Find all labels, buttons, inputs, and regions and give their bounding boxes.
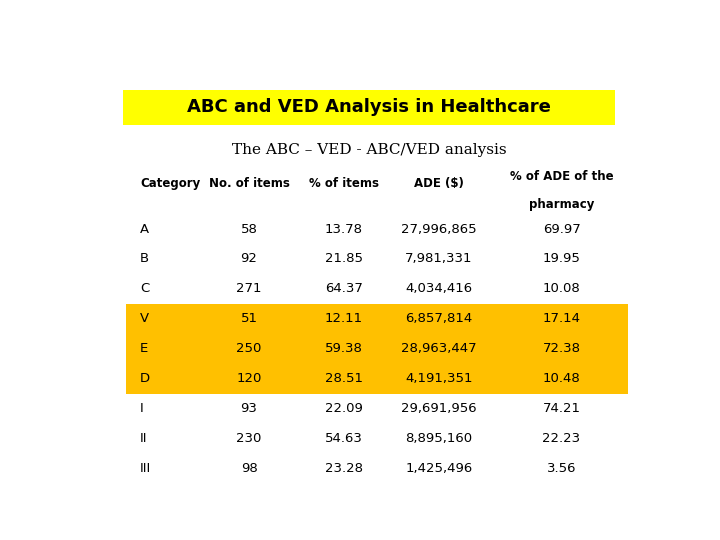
Text: A: A — [140, 222, 149, 235]
Text: 28.51: 28.51 — [325, 372, 363, 385]
Text: 72.38: 72.38 — [542, 342, 580, 355]
Text: III: III — [140, 462, 151, 475]
Text: 1,425,496: 1,425,496 — [405, 462, 472, 475]
Text: 92: 92 — [240, 253, 258, 266]
Text: 10.08: 10.08 — [543, 282, 580, 295]
Bar — [124, 90, 615, 125]
Text: 230: 230 — [236, 432, 261, 445]
Text: C: C — [140, 282, 150, 295]
Text: No. of items: No. of items — [209, 177, 289, 190]
Text: 17.14: 17.14 — [542, 312, 580, 326]
Text: The ABC – VED - ABC/VED analysis: The ABC – VED - ABC/VED analysis — [232, 143, 506, 157]
Text: 19.95: 19.95 — [543, 253, 580, 266]
Text: ADE ($): ADE ($) — [414, 177, 464, 190]
Text: 59.38: 59.38 — [325, 342, 363, 355]
Text: V: V — [140, 312, 149, 326]
Text: 8,895,160: 8,895,160 — [405, 432, 472, 445]
Text: 93: 93 — [240, 402, 258, 415]
Text: Category: Category — [140, 177, 200, 190]
Text: 13.78: 13.78 — [325, 222, 363, 235]
Bar — [126, 304, 629, 394]
Text: 21.85: 21.85 — [325, 253, 363, 266]
Text: pharmacy: pharmacy — [528, 198, 594, 211]
Text: 4,191,351: 4,191,351 — [405, 372, 472, 385]
Text: 250: 250 — [236, 342, 261, 355]
Text: 23.28: 23.28 — [325, 462, 363, 475]
Text: 22.09: 22.09 — [325, 402, 363, 415]
Text: % of items: % of items — [309, 177, 379, 190]
Text: 3.56: 3.56 — [546, 462, 576, 475]
Text: 27,996,865: 27,996,865 — [401, 222, 477, 235]
Text: 12.11: 12.11 — [325, 312, 363, 326]
Text: 51: 51 — [240, 312, 258, 326]
Text: 74.21: 74.21 — [542, 402, 580, 415]
Text: II: II — [140, 432, 148, 445]
Text: I: I — [140, 402, 144, 415]
Text: D: D — [140, 372, 150, 385]
Text: 98: 98 — [240, 462, 258, 475]
Text: 28,963,447: 28,963,447 — [401, 342, 477, 355]
Text: 6,857,814: 6,857,814 — [405, 312, 472, 326]
Text: 69.97: 69.97 — [543, 222, 580, 235]
Text: E: E — [140, 342, 148, 355]
Text: 10.48: 10.48 — [543, 372, 580, 385]
Text: ABC and VED Analysis in Healthcare: ABC and VED Analysis in Healthcare — [187, 98, 551, 117]
Text: B: B — [140, 253, 149, 266]
Text: 7,981,331: 7,981,331 — [405, 253, 472, 266]
Text: 271: 271 — [236, 282, 262, 295]
Text: 64.37: 64.37 — [325, 282, 363, 295]
Text: 54.63: 54.63 — [325, 432, 363, 445]
Text: 120: 120 — [236, 372, 261, 385]
Text: 22.23: 22.23 — [542, 432, 580, 445]
Text: 58: 58 — [240, 222, 258, 235]
Text: % of ADE of the: % of ADE of the — [510, 170, 613, 183]
Text: 29,691,956: 29,691,956 — [401, 402, 477, 415]
Text: 4,034,416: 4,034,416 — [405, 282, 472, 295]
